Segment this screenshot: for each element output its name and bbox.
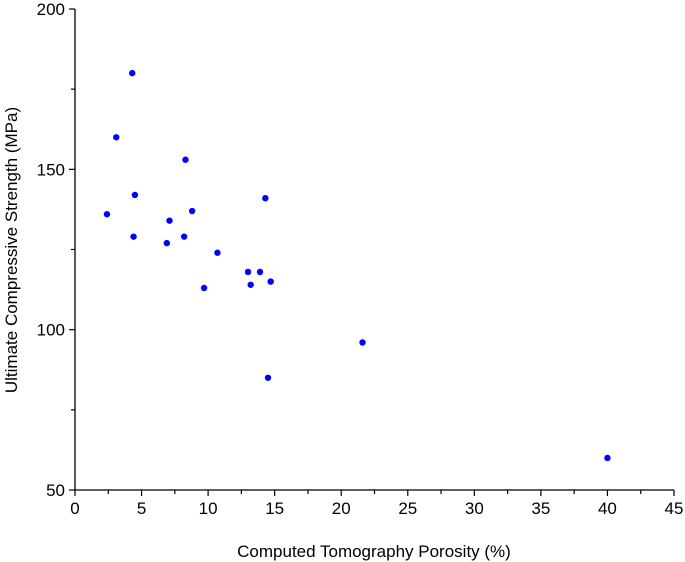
x-tick-label: 35 — [531, 499, 550, 518]
data-point — [113, 134, 120, 141]
data-point — [163, 239, 171, 247]
data-point — [262, 194, 269, 202]
data-point — [214, 249, 221, 256]
data-point — [256, 268, 264, 276]
data-point — [188, 207, 196, 215]
x-axis-title: Computed Tomography Porosity (%) — [237, 542, 511, 561]
data-point — [130, 233, 137, 240]
x-tick-label: 25 — [398, 499, 417, 518]
x-tick-label: 40 — [598, 499, 617, 518]
x-tick-label: 30 — [465, 499, 484, 518]
data-points — [103, 69, 611, 462]
x-tick-label: 0 — [70, 499, 79, 518]
data-point — [200, 284, 208, 292]
x-tick-label: 20 — [332, 499, 351, 518]
data-point — [166, 217, 173, 224]
x-tick-label: 45 — [665, 499, 684, 518]
x-tick-label: 15 — [265, 499, 284, 518]
y-axis: 50 100 150 200 — [37, 0, 76, 500]
x-axis: 0 5 10 15 20 25 30 35 40 45 — [70, 489, 684, 518]
data-point — [267, 278, 274, 285]
data-point — [103, 211, 111, 218]
data-point — [129, 69, 136, 77]
y-tick-label: 50 — [46, 481, 65, 500]
data-point — [359, 339, 366, 346]
data-point — [131, 191, 139, 199]
x-tick-label: 5 — [137, 499, 146, 518]
data-point — [244, 268, 252, 276]
data-point — [264, 374, 272, 381]
data-point — [604, 454, 611, 462]
data-point — [182, 156, 189, 163]
y-axis-title: Ultimate Compressive Strength (MPa) — [2, 107, 21, 393]
y-tick-label: 150 — [37, 160, 65, 179]
data-point — [180, 233, 188, 240]
x-tick-label: 10 — [199, 499, 218, 518]
data-point — [247, 281, 254, 288]
y-tick-label: 100 — [37, 321, 65, 340]
y-tick-label: 200 — [37, 0, 65, 19]
